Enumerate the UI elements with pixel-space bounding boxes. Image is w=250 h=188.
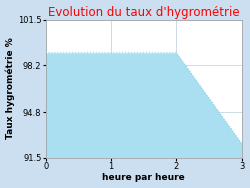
Title: Evolution du taux d'hygrométrie: Evolution du taux d'hygrométrie: [48, 6, 240, 19]
X-axis label: heure par heure: heure par heure: [102, 174, 185, 182]
Y-axis label: Taux hygrométrie %: Taux hygrométrie %: [6, 38, 15, 139]
